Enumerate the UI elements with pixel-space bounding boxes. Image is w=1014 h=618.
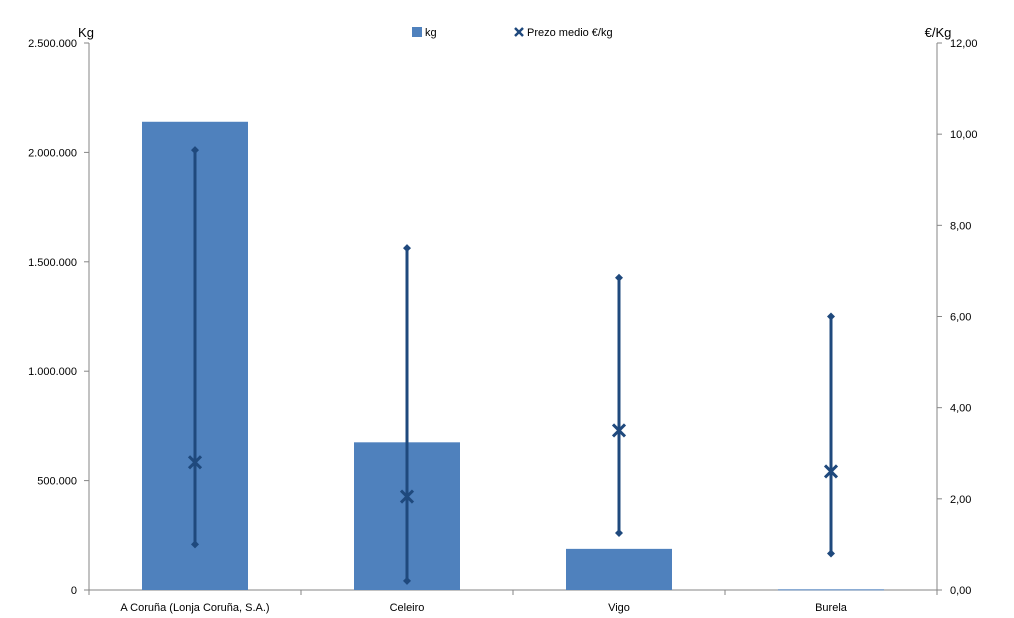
price-avg-stroke <box>187 455 203 470</box>
bar <box>566 548 672 590</box>
left-tick-label: 2.000.000 <box>28 147 77 159</box>
category-label: Burela <box>815 602 848 614</box>
category-label: A Coruña (Lonja Coruña, S.A.) <box>120 602 269 614</box>
legend: kg Prezo medio €/kg <box>412 27 613 39</box>
left-axis-title: Kg <box>78 25 94 40</box>
price-avg-stroke <box>823 464 839 479</box>
left-tick-label: 1.000.000 <box>28 366 77 378</box>
price-ranges <box>187 146 839 585</box>
price-avg-marker <box>823 464 839 479</box>
price-min-marker <box>191 540 199 549</box>
right-tick-label: 4,00 <box>950 403 971 415</box>
price-min-marker <box>403 576 411 585</box>
price-avg-stroke <box>611 423 627 438</box>
left-tick-label: 2.500.000 <box>28 38 77 50</box>
left-tick-label: 500.000 <box>37 476 77 488</box>
price-max-marker <box>191 146 199 155</box>
legend-marker-stroke <box>514 27 524 37</box>
right-tick-label: 10,00 <box>950 129 978 141</box>
price-avg-stroke <box>399 489 415 504</box>
right-tick-label: 2,00 <box>950 494 971 506</box>
price-max-marker <box>615 273 623 282</box>
right-tick-label: 0,00 <box>950 585 971 597</box>
right-tick-label: 12,00 <box>950 38 978 50</box>
bars <box>142 121 884 591</box>
price-avg-marker <box>399 489 415 504</box>
labels: 0 500.000 1.000.000 1.500.000 2.000.000 2.500… <box>28 25 977 614</box>
category-label: Celeiro <box>390 602 425 614</box>
price-min-marker <box>827 549 835 558</box>
bar <box>778 589 884 591</box>
left-tick-label: 0 <box>71 585 77 597</box>
category-label: Vigo <box>608 602 630 614</box>
price-max-marker <box>403 244 411 253</box>
left-tick-label: 1.500.000 <box>28 257 77 269</box>
legend-marker-swatch <box>514 27 524 37</box>
legend-bar-label: kg <box>425 27 437 39</box>
right-axis-title: €/Kg <box>925 25 952 40</box>
price-avg-marker <box>187 455 203 470</box>
right-tick-label: 6,00 <box>950 312 971 324</box>
price-max-marker <box>827 312 835 321</box>
legend-marker-label: Prezo medio €/kg <box>527 27 613 39</box>
price-avg-marker <box>611 423 627 438</box>
right-tick-label: 8,00 <box>950 220 971 232</box>
price-min-marker <box>615 529 623 538</box>
legend-bar-swatch <box>412 27 422 37</box>
